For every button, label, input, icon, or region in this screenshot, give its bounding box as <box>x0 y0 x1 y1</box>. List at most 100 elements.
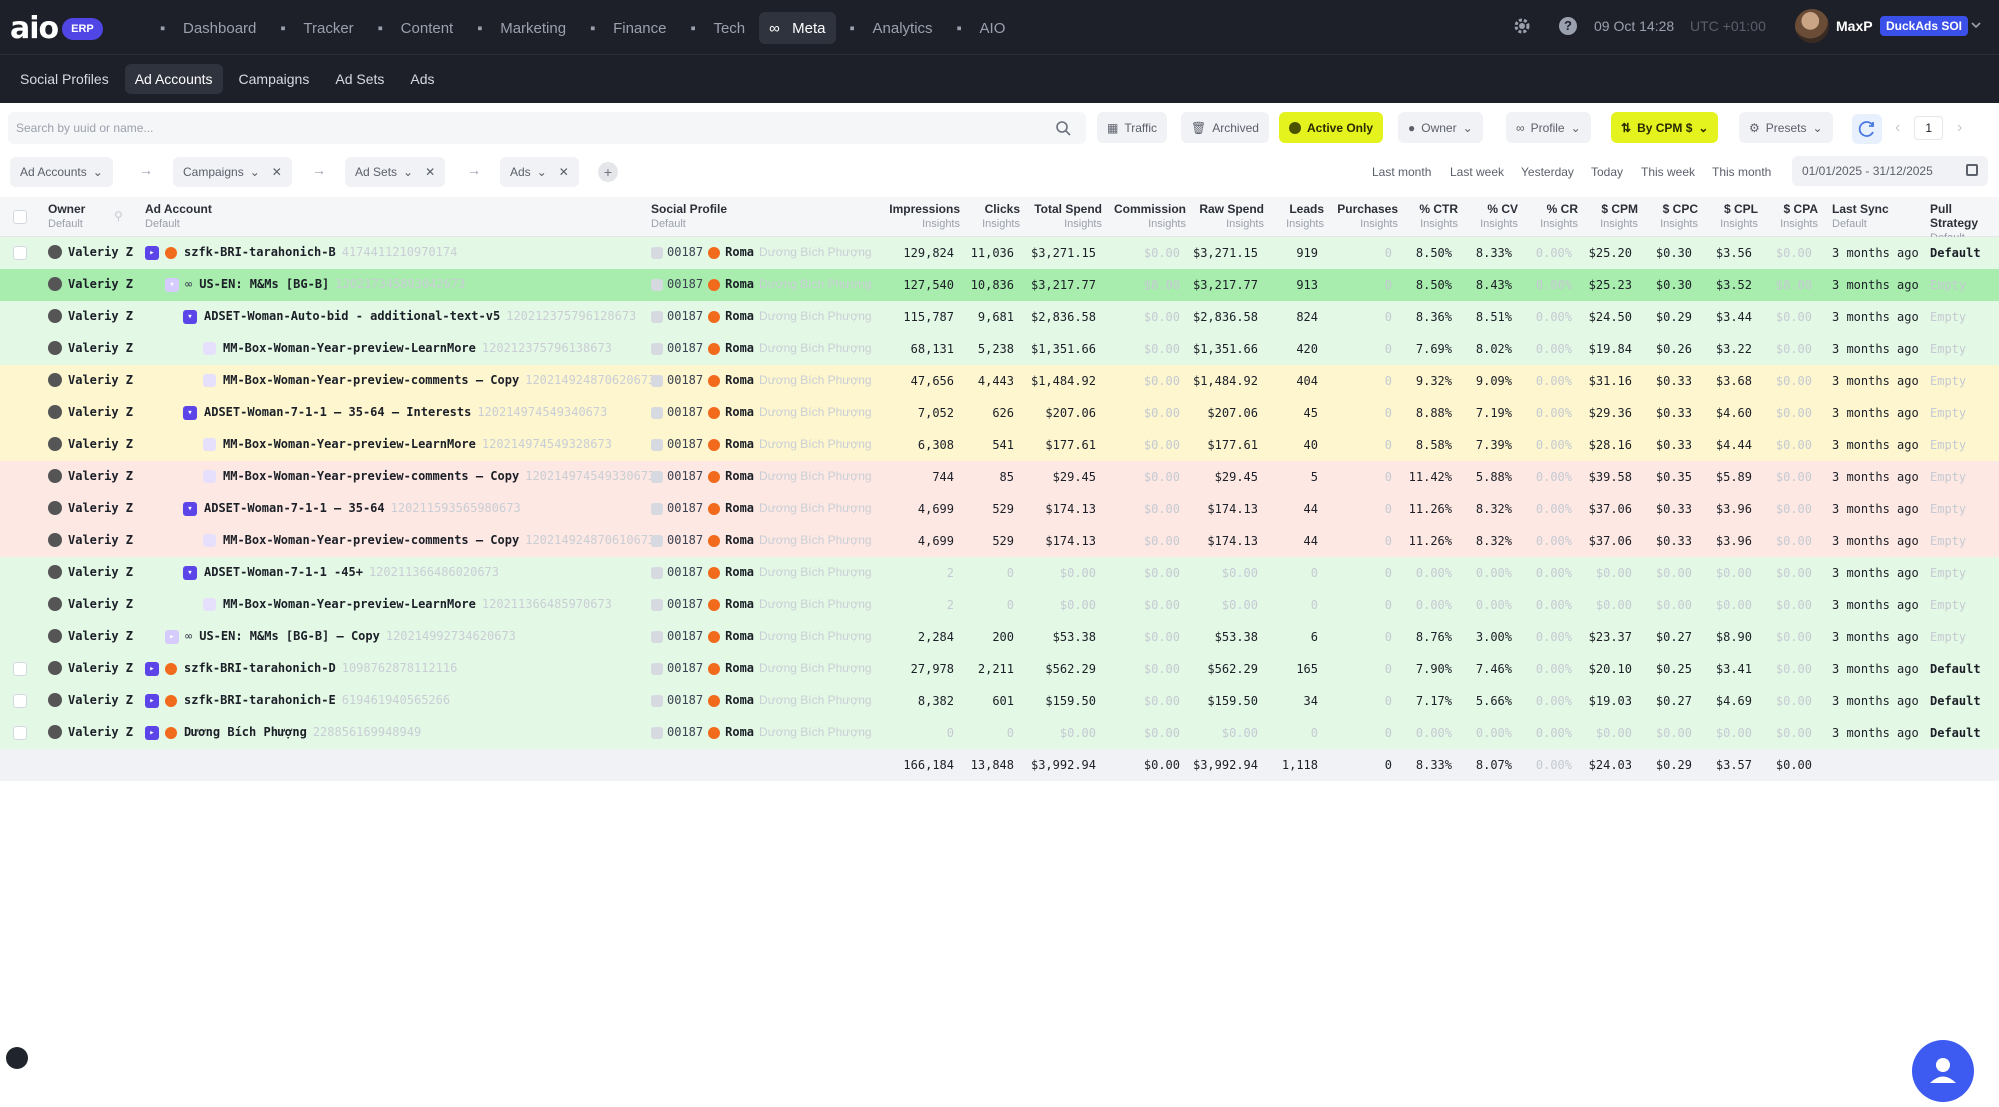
expand-icon[interactable]: ▾ <box>183 309 197 324</box>
table-row[interactable]: Valeriy Z ▸ ∞ US-EN: M&Ms [BG-B] – Copy 1202… <box>0 621 1999 653</box>
column-header-impressions[interactable]: Impressions Insights <box>870 202 960 230</box>
expand-icon[interactable]: ▸ <box>145 693 159 708</box>
column-header-leads[interactable]: Leads Insights <box>1264 202 1324 230</box>
social-profile-cell[interactable]: 00187 Roma Dương Bích Phượng <box>651 725 872 739</box>
column-header-cpm[interactable]: $ CPM Insights <box>1578 202 1638 230</box>
edit-icon[interactable] <box>6 1047 28 1069</box>
column-header-purchases[interactable]: Purchases Insights <box>1324 202 1398 230</box>
social-profile-cell[interactable]: 00187 Roma Dương Bích Phượng <box>651 309 872 323</box>
column-header-raw-spend[interactable]: Raw Spend Insights <box>1186 202 1264 230</box>
range-this-month[interactable]: This month <box>1712 165 1772 179</box>
column-header-cpl[interactable]: $ CPL Insights <box>1698 202 1758 230</box>
row-checkbox[interactable] <box>13 662 27 676</box>
range-last-week[interactable]: Last week <box>1450 165 1505 179</box>
column-header-cpc[interactable]: $ CPC Insights <box>1638 202 1698 230</box>
tab-campaigns[interactable]: Campaigns <box>238 71 310 87</box>
ad-account-name[interactable]: Dương Bích Phượng <box>184 725 307 739</box>
social-profile-cell[interactable]: 00187 Roma Dương Bích Phượng <box>651 661 872 675</box>
chevron-down-icon[interactable] <box>1970 19 1982 31</box>
close-icon[interactable]: ✕ <box>271 165 282 179</box>
expand-icon[interactable]: ▸ <box>145 245 159 260</box>
social-profile-cell[interactable]: 00187 Roma Dương Bích Phượng <box>651 533 872 547</box>
date-range-picker[interactable]: 01/01/2025 - 31/12/2025 <box>1792 156 1988 186</box>
filter-icon[interactable]: ⚲ <box>114 209 123 223</box>
select-all-checkbox[interactable] <box>13 210 27 224</box>
gear-icon[interactable] <box>1512 16 1532 36</box>
nav-item-dashboard[interactable]: ▪ Dashboard <box>150 12 266 44</box>
column-header-ad-account[interactable]: Ad Account Default <box>145 202 445 230</box>
ad-account-name[interactable]: US-EN: M&Ms [BG-B] – Copy <box>199 629 380 643</box>
app-logo[interactable]: aio ERP <box>10 11 103 46</box>
search-input[interactable] <box>8 112 1086 144</box>
ad-account-name[interactable]: MM-Box-Woman-Year-preview-comments – Cop… <box>223 533 520 547</box>
expand-icon[interactable]: ▾ <box>183 405 197 420</box>
range-yesterday[interactable]: Yesterday <box>1521 165 1574 179</box>
nav-item-meta[interactable]: ∞ Meta <box>759 12 836 44</box>
nav-item-tech[interactable]: ▪ Tech <box>680 12 755 44</box>
social-profile-cell[interactable]: 00187 Roma Dương Bích Phượng <box>651 341 872 355</box>
ad-account-name[interactable]: US-EN: M&Ms [BG-B] <box>199 277 330 291</box>
tab-ad-accounts[interactable]: Ad Accounts <box>124 64 223 94</box>
expand-icon[interactable]: ▸ <box>165 629 179 644</box>
table-row[interactable]: Valeriy Z ▾ ADSET-Woman-Auto-bid - additio… <box>0 301 1999 333</box>
social-profile-cell[interactable]: 00187 Roma Dương Bích Phượng <box>651 469 872 483</box>
add-filter-icon[interactable]: + <box>598 162 618 182</box>
column-header-last-sync[interactable]: Last Sync Default <box>1832 202 1922 230</box>
ad-account-name[interactable]: MM-Box-Woman-Year-preview-LearnMore <box>223 437 476 451</box>
support-chat-button[interactable] <box>1912 1040 1974 1102</box>
ad-account-name[interactable]: szfk-BRI-tarahonich-B <box>184 245 336 259</box>
range-this-week[interactable]: This week <box>1641 165 1696 179</box>
row-checkbox[interactable] <box>13 246 27 260</box>
ad-account-name[interactable]: MM-Box-Woman-Year-preview-LearnMore <box>223 341 476 355</box>
page-number[interactable]: 1 <box>1914 115 1944 140</box>
column-header-social-profile[interactable]: Social Profile Default <box>651 202 771 230</box>
ad-accounts-filter[interactable]: Ad Accounts ⌄ <box>10 157 113 187</box>
column-header-owner[interactable]: Owner Default <box>48 202 108 230</box>
close-icon[interactable]: ✕ <box>558 165 569 179</box>
chevron-right-icon[interactable]: › <box>1957 118 1963 136</box>
ad-account-name[interactable]: ADSET-Woman-7-1-1 -45+ <box>204 565 363 579</box>
column-header-total-spend[interactable]: Total Spend Insights <box>1020 202 1102 230</box>
expand-icon[interactable]: ▾ <box>183 565 197 580</box>
social-profile-cell[interactable]: 00187 Roma Dương Bích Phượng <box>651 629 872 643</box>
timezone-selector[interactable]: UTC +01:00 <box>1690 18 1766 34</box>
social-profile-cell[interactable]: 00187 Roma Dương Bích Phượng <box>651 437 872 451</box>
nav-item-analytics[interactable]: ▪ Analytics <box>840 12 943 44</box>
ad-account-name[interactable]: MM-Box-Woman-Year-preview-comments – Cop… <box>223 373 520 387</box>
table-row[interactable]: Valeriy Z ▸ szfk-BRI-tarahonich-D 109876287… <box>0 653 1999 685</box>
table-row[interactable]: Valeriy Z ▸ Dương Bích Phượng 2288561699489… <box>0 717 1999 749</box>
table-row[interactable]: Valeriy Z MM-Box-Woman-Year-preview-comme… <box>0 365 1999 397</box>
ad-account-name[interactable]: MM-Box-Woman-Year-preview-comments – Cop… <box>223 469 520 483</box>
table-row[interactable]: Valeriy Z MM-Box-Woman-Year-preview-Learn… <box>0 589 1999 621</box>
range-today[interactable]: Today <box>1591 165 1624 179</box>
table-row[interactable]: Valeriy Z MM-Box-Woman-Year-preview-Learn… <box>0 429 1999 461</box>
tab-social-profiles[interactable]: Social Profiles <box>20 71 109 87</box>
tab-ads[interactable]: Ads <box>410 71 435 87</box>
owner-filter[interactable]: ● Owner ⌄ <box>1398 112 1483 143</box>
tab-ad-sets[interactable]: Ad Sets <box>335 71 385 87</box>
social-profile-cell[interactable]: 00187 Roma Dương Bích Phượng <box>651 693 872 707</box>
nav-item-tracker[interactable]: ▪ Tracker <box>270 12 363 44</box>
table-row[interactable]: Valeriy Z ▾ ADSET-Woman-7-1-1 -45+ 12021136… <box>0 557 1999 589</box>
column-header-ctr[interactable]: % CTR Insights <box>1398 202 1458 230</box>
table-row[interactable]: Valeriy Z ▸ szfk-BRI-tarahonich-E 619461940… <box>0 685 1999 717</box>
social-profile-cell[interactable]: 00187 Roma Dương Bích Phượng <box>651 373 872 387</box>
active-only-button[interactable]: Active Only <box>1279 112 1384 143</box>
column-header-cpa[interactable]: $ CPA Insights <box>1758 202 1818 230</box>
range-last-month[interactable]: Last month <box>1372 165 1432 179</box>
close-icon[interactable]: ✕ <box>425 165 436 179</box>
ad-sets-filter[interactable]: Ad Sets ⌄ ✕ <box>345 157 446 187</box>
row-checkbox[interactable] <box>13 726 27 740</box>
column-header-commission[interactable]: Commission Insights <box>1102 202 1186 230</box>
social-profile-cell[interactable]: 00187 Roma Dương Bích Phượng <box>651 597 872 611</box>
ad-account-name[interactable]: ADSET-Woman-7-1-1 – 35-64 – Interests <box>204 405 472 419</box>
table-row[interactable]: Valeriy Z ▾ ADSET-Woman-7-1-1 – 35-64 – In… <box>0 397 1999 429</box>
archived-button[interactable]: 🗑 Archived <box>1181 112 1269 143</box>
user-avatar[interactable] <box>1795 9 1829 43</box>
sort-by-cpm-button[interactable]: ⇅ By CPM $ ⌄ <box>1611 112 1719 143</box>
table-row[interactable]: Valeriy Z MM-Box-Woman-Year-preview-comme… <box>0 461 1999 493</box>
profile-filter[interactable]: ∞ Profile ⌄ <box>1506 112 1591 143</box>
column-header-cv[interactable]: % CV Insights <box>1458 202 1518 230</box>
presets-button[interactable]: ⚙ Presets ⌄ <box>1739 112 1833 143</box>
traffic-button[interactable]: ▦ Traffic <box>1097 112 1168 143</box>
